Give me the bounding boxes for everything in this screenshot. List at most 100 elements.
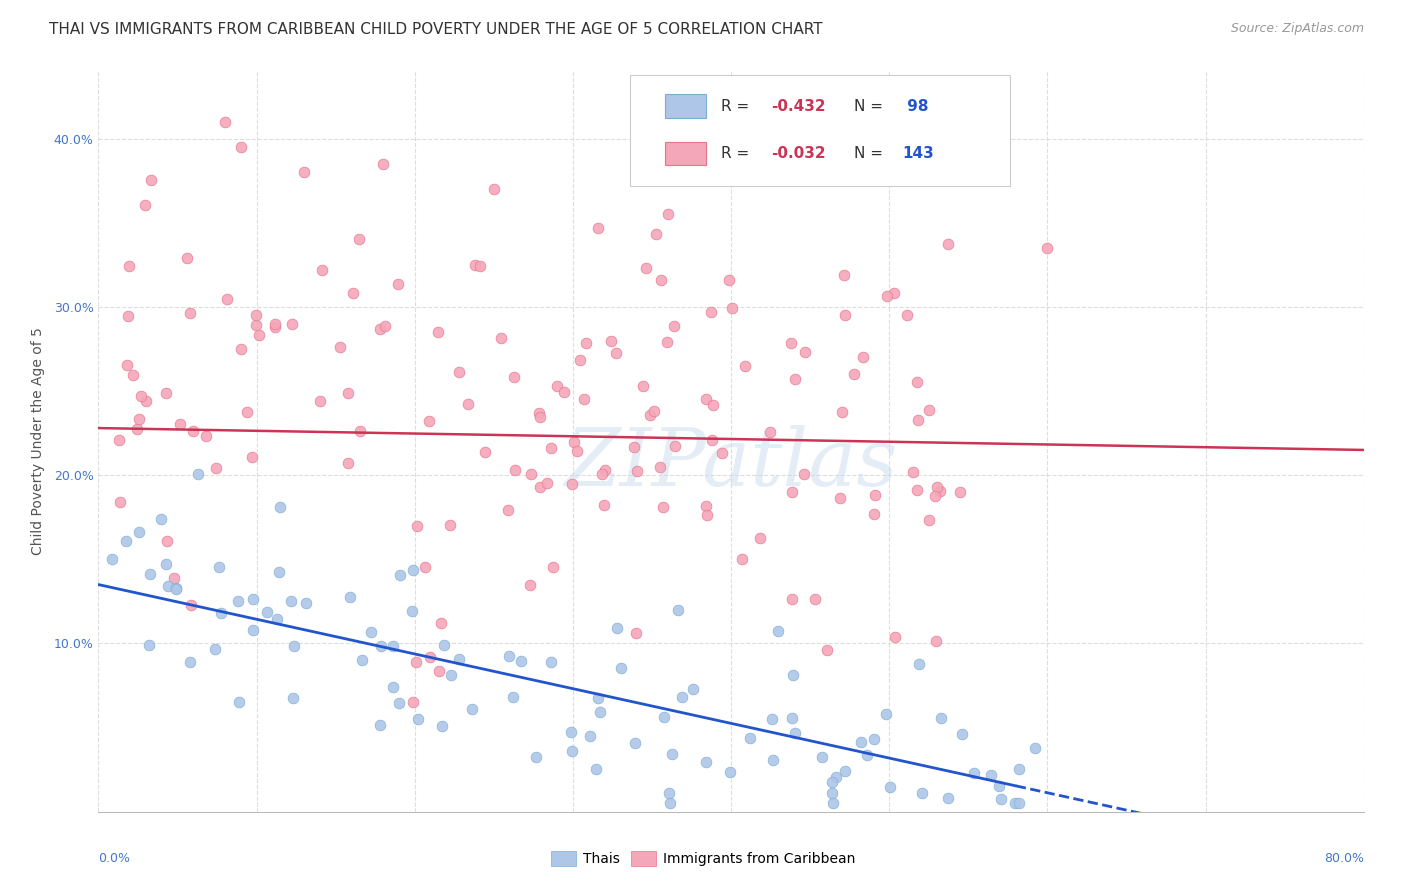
Point: [176, 251, 198, 265]
Point: [527, 406, 550, 420]
Point: [283, 639, 305, 653]
Point: [718, 765, 741, 780]
Point: [695, 499, 717, 513]
Y-axis label: Child Poverty Under the Age of 5: Child Poverty Under the Age of 5: [31, 327, 45, 556]
Point: [447, 652, 470, 666]
Point: [430, 719, 453, 733]
Point: [406, 712, 429, 726]
Point: [561, 476, 583, 491]
Point: [242, 624, 264, 638]
Text: -0.432: -0.432: [772, 99, 827, 113]
Point: [228, 695, 250, 709]
Point: [664, 439, 686, 453]
Point: [652, 710, 675, 724]
Point: [205, 460, 228, 475]
Point: [666, 603, 689, 617]
Point: [180, 598, 202, 612]
Point: [852, 350, 875, 364]
Point: [832, 268, 855, 282]
Point: [938, 791, 960, 805]
Point: [470, 259, 492, 273]
Point: [247, 328, 270, 343]
Text: 143: 143: [903, 146, 934, 161]
Point: [236, 405, 259, 419]
Point: [626, 464, 648, 478]
Point: [430, 616, 453, 631]
Point: [643, 404, 665, 418]
Text: ZIPatlas: ZIPatlas: [564, 425, 898, 502]
Point: [623, 736, 645, 750]
Point: [731, 552, 754, 566]
Point: [217, 292, 239, 306]
Point: [658, 797, 681, 811]
Point: [661, 747, 683, 761]
Point: [447, 365, 470, 379]
Point: [349, 232, 371, 246]
Point: [226, 594, 249, 608]
Point: [131, 389, 153, 403]
Point: [134, 198, 156, 212]
Point: [156, 579, 179, 593]
Point: [165, 582, 187, 596]
Point: [387, 277, 409, 292]
Point: [876, 289, 898, 303]
Point: [702, 398, 724, 412]
Point: [281, 317, 304, 331]
Point: [139, 567, 162, 582]
Point: [562, 434, 585, 449]
Point: [118, 259, 141, 273]
Point: [634, 260, 657, 275]
Point: [342, 286, 364, 301]
Point: [585, 762, 607, 776]
Point: [382, 639, 405, 653]
Point: [761, 712, 783, 726]
Point: [626, 626, 648, 640]
Bar: [665, 95, 706, 118]
Point: [574, 392, 596, 407]
Point: [337, 385, 360, 400]
Point: [520, 467, 543, 482]
Point: [591, 467, 613, 482]
Point: [924, 489, 946, 503]
Point: [138, 638, 160, 652]
Point: [700, 433, 723, 447]
Point: [980, 768, 1002, 782]
Point: [950, 726, 973, 740]
Point: [368, 322, 391, 336]
Point: [766, 624, 789, 639]
Point: [401, 563, 423, 577]
Point: [108, 494, 131, 508]
Point: [949, 484, 972, 499]
Point: [245, 308, 267, 322]
Point: [150, 512, 173, 526]
Point: [457, 397, 479, 411]
Point: [740, 731, 762, 745]
Point: [579, 729, 602, 743]
Point: [280, 594, 302, 608]
Point: [156, 533, 179, 548]
Point: [910, 786, 932, 800]
Point: [565, 444, 588, 458]
Point: [292, 165, 315, 179]
Point: [575, 336, 598, 351]
Point: [121, 368, 143, 382]
Point: [107, 434, 129, 448]
Point: [623, 440, 645, 454]
Point: [402, 695, 425, 709]
Point: [907, 413, 929, 427]
Point: [540, 441, 562, 455]
Point: [336, 456, 359, 470]
Point: [804, 591, 827, 606]
Point: [682, 682, 704, 697]
Point: [139, 173, 162, 187]
Point: [529, 479, 551, 493]
Point: [474, 445, 496, 459]
Point: [821, 786, 844, 800]
Point: [862, 507, 884, 521]
Point: [195, 429, 218, 443]
Point: [498, 649, 520, 664]
Point: [748, 531, 770, 545]
Point: [823, 797, 845, 811]
Point: [433, 638, 456, 652]
Legend: Thais, Immigrants from Caribbean: Thais, Immigrants from Caribbean: [546, 846, 860, 871]
